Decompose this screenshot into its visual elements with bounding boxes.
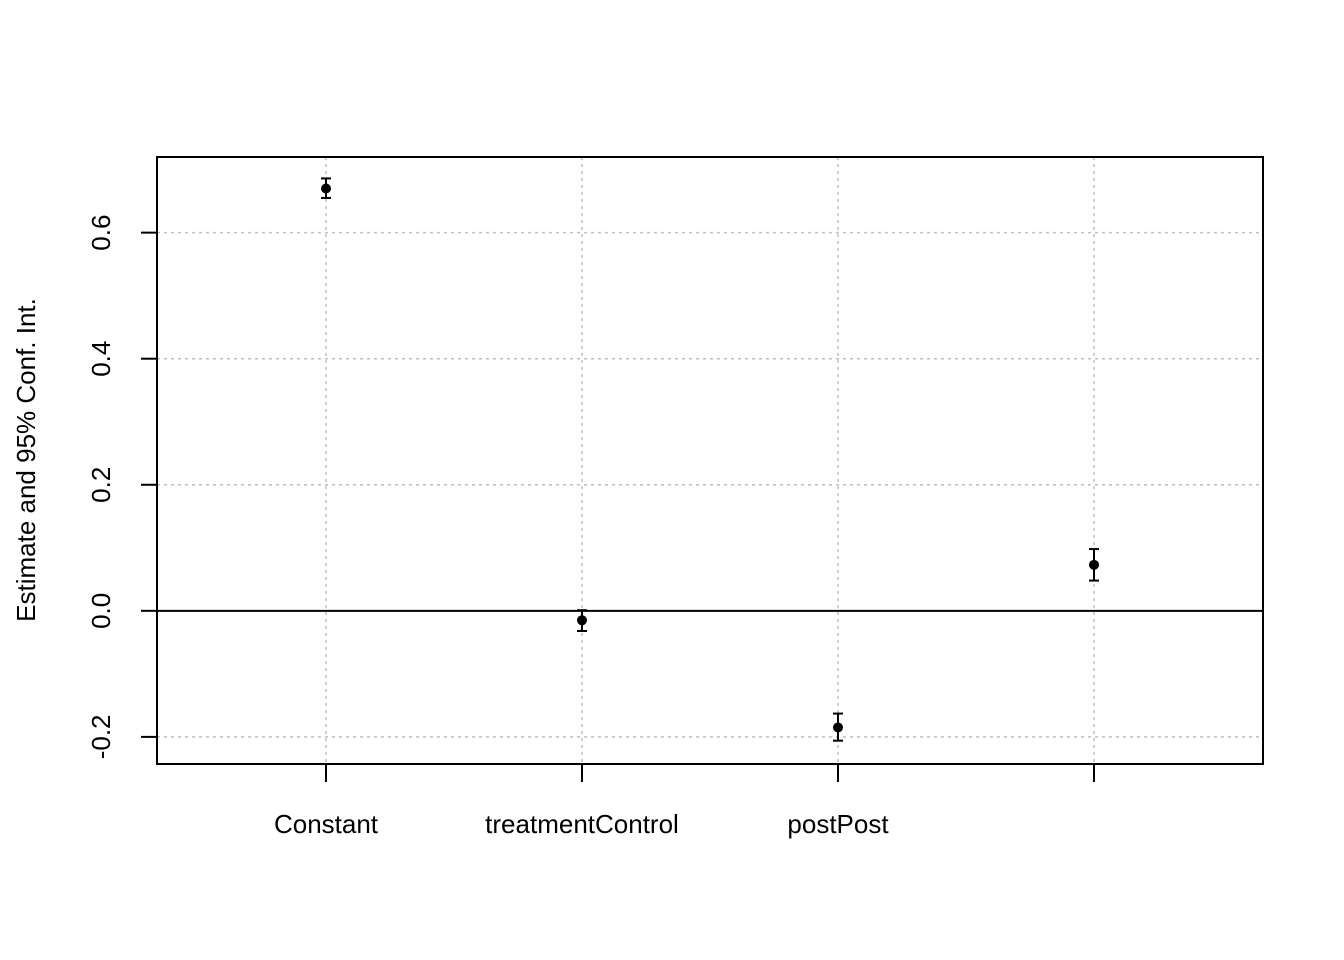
estimate-point [1089,559,1099,570]
x-tick-label: treatmentControl [485,809,679,839]
x-axis: Constant treatmentControl postPost [274,764,1095,839]
y-axis: -0.2 0.0 0.2 0.4 0.6 [86,215,157,759]
y-tick-label: 0.4 [86,341,116,377]
y-tick-label: -0.2 [86,714,116,759]
estimate-point [577,615,587,626]
y-tick-label: 0.6 [86,215,116,251]
grid-lines [157,157,1263,764]
estimate-point [321,183,331,194]
plot-frame [156,156,1264,765]
y-axis-title: Estimate and 95% Conf. Int. [11,298,41,622]
x-tick-label: postPost [787,809,889,839]
x-tick-label: Constant [274,809,379,839]
marks-layer [321,177,1099,742]
y-tick-label: 0.0 [86,593,116,629]
y-tick-label: 0.2 [86,467,116,503]
estimate-point [833,722,843,733]
